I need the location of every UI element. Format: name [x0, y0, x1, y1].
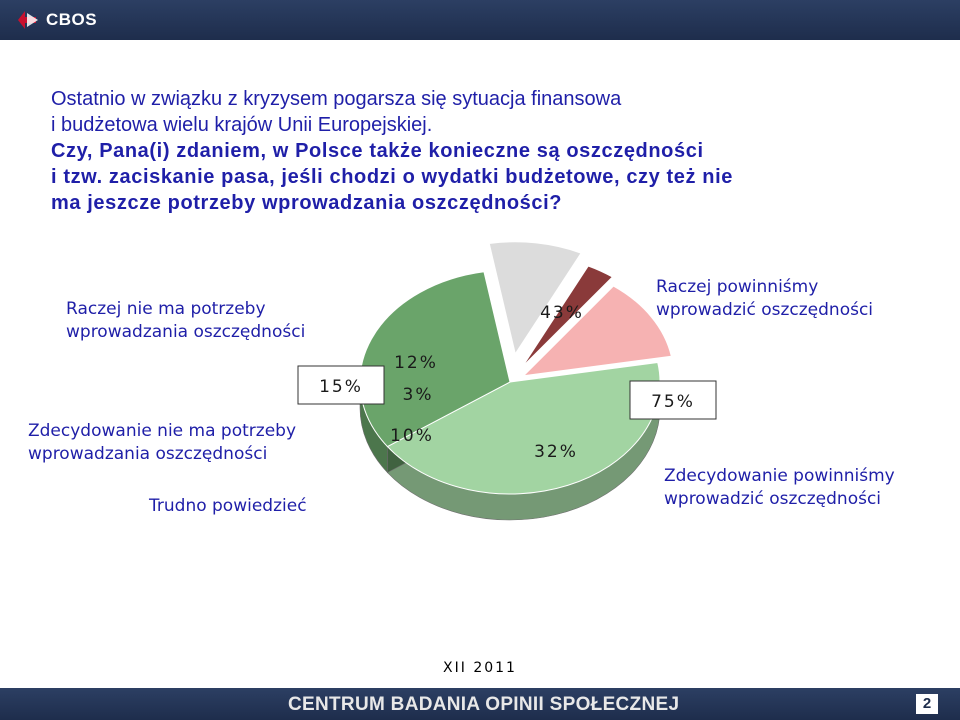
slice-label-5: 12% — [394, 353, 438, 373]
total-box-nie-ma-potrzeby — [297, 365, 385, 405]
pie-slice-2 — [359, 271, 511, 448]
slice-label-1: 43% — [540, 303, 584, 323]
bottom-bar: CENTRUM BADANIA OPINII SPOŁECZNEJ 2 — [0, 688, 960, 720]
label-zdecydowanie-powinnismy-line-2: wprowadzić oszczędności — [664, 489, 882, 509]
cbos-logo-icon — [18, 11, 38, 29]
label-raczej-powinnismy-line-1: Raczej powinniśmy — [656, 277, 819, 297]
label-raczej-powinnismy: Raczej powinniśmy wprowadzić oszczędnośc… — [656, 276, 873, 322]
page-number: 2 — [916, 694, 938, 714]
label-raczej-powinnismy-line-2: wprowadzić oszczędności — [656, 300, 874, 320]
label-zdecydowanie-nie-line-1: Zdecydowanie nie ma potrzeby — [28, 421, 296, 441]
survey-date: XII 2011 — [443, 660, 517, 676]
question-bold-line-3: ma jeszcze potrzeby wprowadzania oszczęd… — [51, 192, 563, 214]
top-bar: CBOS — [0, 0, 960, 40]
pie-slice-5 — [522, 285, 672, 377]
question-bold-line-1: Czy, Pana(i) zdaniem, w Polsce także kon… — [51, 140, 704, 162]
slice-label-4: 3% — [403, 385, 434, 405]
question-bold-line-2: i tzw. zaciskanie pasa, jeśli chodzi o w… — [51, 166, 733, 188]
label-zdecydowanie-nie: Zdecydowanie nie ma potrzeby wprowadzani… — [28, 420, 296, 466]
label-zdecydowanie-powinnismy-line-1: Zdecydowanie powinniśmy — [664, 466, 895, 486]
slice-label-2: 32% — [534, 442, 578, 462]
pie-slice-3 — [488, 241, 582, 356]
pie-slice-4 — [522, 265, 614, 367]
label-trudno-powiedziec: Trudno powiedzieć — [149, 496, 307, 516]
total-box-nie-ma-potrzeby-label: 15% — [319, 377, 363, 397]
label-raczej-nie-line-1: Raczej nie ma potrzeby — [66, 299, 266, 319]
label-raczej-nie: Raczej nie ma potrzeby wprowadzania oszc… — [66, 298, 305, 344]
cbos-logo: CBOS — [14, 8, 97, 32]
question-line-2: i budżetowa wielu krajów Unii Europejski… — [51, 114, 433, 136]
question-line-1: Ostatnio w związku z kryzysem pogarsza s… — [51, 88, 622, 110]
logo-text: CBOS — [46, 10, 98, 29]
footer-title: CENTRUM BADANIA OPINII SPOŁECZNEJ — [288, 694, 680, 715]
label-raczej-nie-line-2: wprowadzania oszczędności — [66, 322, 306, 342]
total-box-powinnismy — [629, 380, 717, 420]
question-text: Ostatnio w związku z kryzysem pogarsza s… — [51, 86, 921, 216]
total-box-powinnismy-label: 75% — [651, 392, 695, 412]
label-zdecydowanie-nie-line-2: wprowadzania oszczędności — [28, 444, 268, 464]
label-zdecydowanie-powinnismy: Zdecydowanie powinniśmy wprowadzić oszcz… — [664, 465, 895, 511]
slice-label-3: 10% — [390, 426, 434, 446]
